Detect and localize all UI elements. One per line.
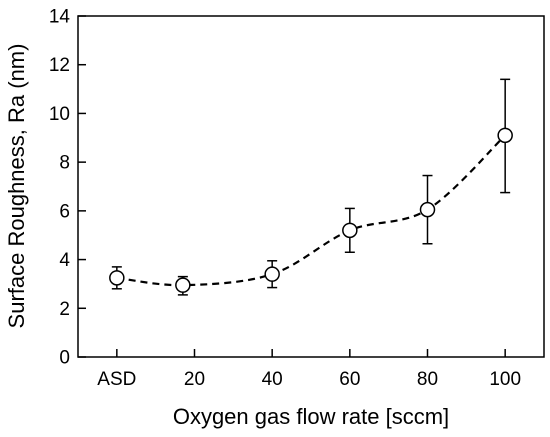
y-tick-label: 14: [49, 7, 71, 28]
y-tick-label: 0: [59, 348, 70, 369]
y-tick-label: 4: [59, 250, 70, 271]
x-tick-label: ASD: [97, 369, 136, 390]
y-axis-title: Surface Roughness, Ra (nm): [4, 44, 29, 329]
x-tick-label: 80: [417, 369, 438, 390]
y-tick-label: 2: [59, 299, 70, 320]
data-point: [419, 201, 436, 218]
y-tick-label: 8: [59, 153, 70, 174]
data-point: [497, 127, 513, 144]
y-tick-label: 10: [49, 104, 70, 125]
x-tick-label: 20: [184, 369, 205, 390]
trend-line: [116, 134, 506, 287]
x-tick-label: 100: [489, 369, 521, 390]
data-point: [342, 222, 358, 239]
x-tick-label: 60: [339, 369, 360, 390]
plot-frame: [77, 15, 545, 358]
y-axis-ticks: 0 2 4 6 8 10 12 14: [49, 7, 86, 369]
data-point: [109, 270, 125, 286]
y-tick-label: 6: [59, 201, 70, 222]
data-point: [264, 266, 280, 282]
data-point: [175, 277, 191, 293]
y-tick-label: 12: [49, 55, 70, 76]
x-tick-label: 40: [262, 369, 283, 390]
x-axis-title: Oxygen gas flow rate [sccm]: [173, 404, 449, 429]
data-points: [109, 78, 513, 296]
x-axis-ticks: ASD 20 40 60 80 100: [97, 349, 521, 390]
